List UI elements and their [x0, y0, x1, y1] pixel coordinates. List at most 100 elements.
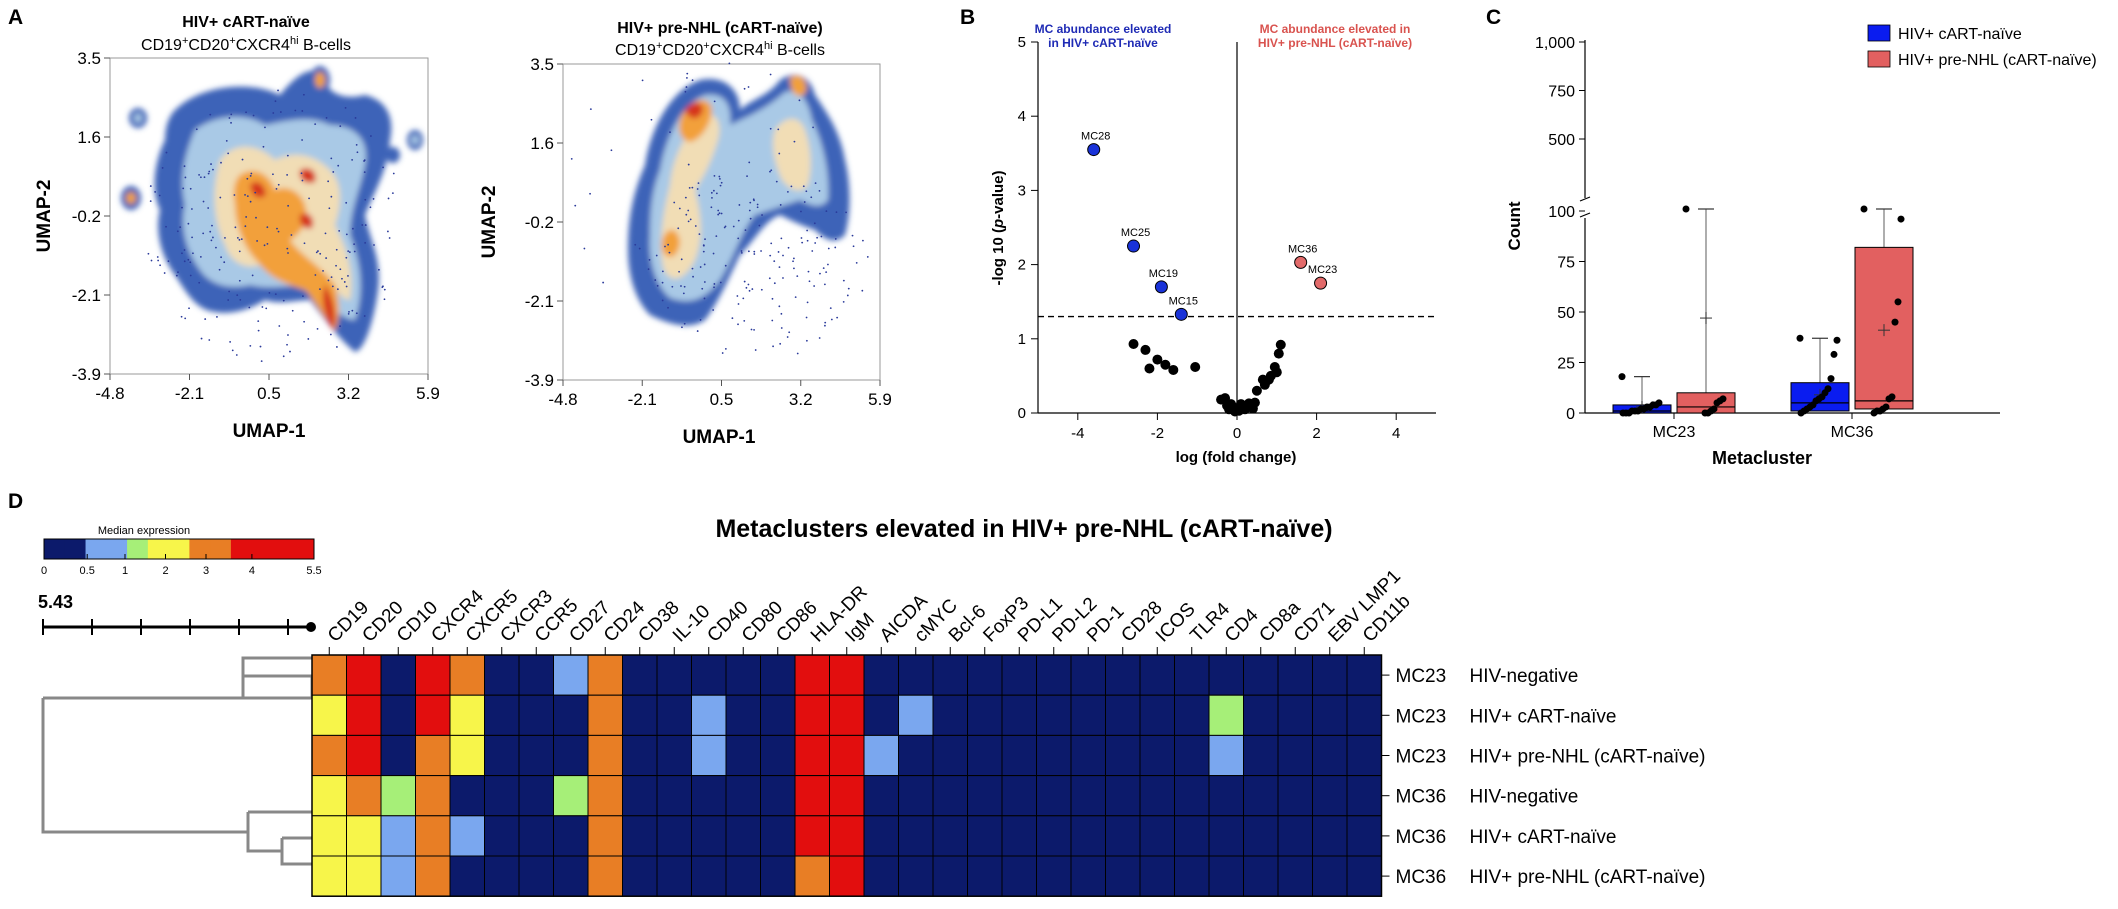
umap-outlier-dot: [352, 227, 354, 230]
umap-outlier-dot: [691, 186, 694, 189]
umap-outlier-dot: [786, 190, 789, 193]
umap-outlier-dot: [669, 131, 671, 134]
umap-outlier-dot: [851, 234, 854, 237]
heatmap-cell: [484, 815, 520, 857]
umap-outlier-dot: [348, 310, 350, 313]
umap-outlier-dot: [686, 77, 688, 79]
umap-outlier-dot: [361, 224, 364, 226]
volcano-xlabel: log (fold change): [1176, 449, 1297, 466]
umap-outlier-dot: [265, 307, 268, 310]
umap-outlier-dot: [792, 260, 794, 263]
heatmap-cell: [691, 775, 727, 817]
heatmap-row-cluster: MC36: [1396, 867, 1447, 888]
heatmap-cell: [898, 734, 934, 777]
heatmap-cell: [760, 815, 796, 857]
umap-outlier-dot: [746, 175, 748, 178]
volcano-labeled-point: [1314, 276, 1328, 290]
umap-outlier-dot: [842, 279, 845, 282]
volcano-point: [1263, 374, 1274, 385]
heatmap-row-group: HIV-negative: [1470, 787, 1579, 808]
umap-outlier-dot: [241, 158, 244, 161]
colorbar-segment: [168, 539, 190, 559]
colorbar-segment: [189, 539, 211, 559]
umap-outlier-dot: [806, 239, 809, 242]
umap-outlier-dot: [383, 298, 386, 301]
umap-outlier-dot: [780, 237, 783, 240]
umap2-subtitle: CD19+CD20+CXCR4hi B-cells: [615, 40, 825, 59]
heatmap-cell: [1346, 734, 1382, 777]
umap-outlier-dot: [793, 267, 795, 270]
umap-outlier-dot: [803, 201, 806, 203]
umap-outlier-dot: [182, 187, 185, 190]
heatmap-cell: [1243, 815, 1279, 857]
umap-outlier-dot: [761, 214, 763, 216]
heatmap-cell: [656, 654, 692, 696]
umap-outlier-dot: [753, 253, 756, 255]
heatmap-cell: [1070, 654, 1106, 696]
umap-outlier-dot: [715, 235, 718, 238]
umap-outlier-dot: [711, 196, 713, 199]
umap-outlier-dot: [842, 300, 845, 303]
volcano-point: [1239, 404, 1250, 415]
umap-outlier-dot: [719, 184, 722, 187]
umap-outlier-dot: [721, 352, 724, 354]
umap-outlier-dot: [272, 112, 275, 114]
umap-outlier-dot: [198, 281, 201, 284]
umap-outlier-dot: [149, 200, 152, 203]
box-point: [1894, 298, 1902, 306]
umap-outlier-dot: [654, 279, 657, 281]
umap-outlier-dot: [290, 234, 293, 236]
box-y-tick-label: 1,000: [1535, 35, 1575, 52]
umap-outlier-dot: [233, 194, 236, 196]
umap-outlier-dot: [802, 185, 805, 188]
umap-outlier-dot: [808, 280, 811, 283]
umap-outlier-dot: [713, 100, 716, 103]
heatmap-cell: [691, 654, 727, 696]
heatmap-cell: [760, 734, 796, 777]
umap-outlier-dot: [782, 277, 784, 279]
umap1-outlier-dots: [147, 89, 395, 363]
umap-outlier-dot: [204, 318, 207, 320]
heatmap-row-group: HIV+ cART-naïve: [1470, 706, 1617, 727]
umap-outlier-dot: [208, 170, 211, 173]
umap-outlier-dot: [277, 183, 280, 186]
heatmap-title: Metaclusters elevated in HIV+ pre-NHL (c…: [715, 515, 1332, 543]
heatmap-cell: [1312, 694, 1348, 736]
umap-outlier-dot: [345, 233, 348, 236]
box-point: [1885, 395, 1893, 403]
umap-outlier-dot: [263, 244, 266, 247]
heatmap-cell: [484, 694, 520, 736]
heatmap-cell: [449, 775, 485, 817]
heatmap-cell: [449, 694, 485, 736]
heatmap-cell: [1277, 654, 1313, 696]
umap-outlier-dot: [330, 195, 333, 198]
umap-outlier-dot: [202, 232, 205, 235]
umap-outlier-dot: [796, 352, 799, 355]
umap-outlier-dot: [302, 93, 305, 96]
umap2-title: HIV+ pre-NHL (cART-naïve): [617, 20, 823, 37]
umap-cart-naive-plot: HIV+ cART-naïve CD19+CD20+CXCR4hi B-cell…: [34, 14, 440, 442]
umap-outlier-dot: [278, 325, 281, 327]
dendro-scale-dot: [306, 622, 316, 632]
volcano-y-tick-label: 0: [1018, 405, 1026, 422]
box-y-tick-label: 750: [1548, 84, 1575, 101]
colorbar: 0 0.5 1 2 3 4 5.5: [41, 538, 322, 577]
heatmap-cell: [1139, 775, 1175, 817]
heatmap-row-labels: MC23 HIV-negative MC23 HIV+ cART-naïve MC23 H…: [1381, 666, 1706, 888]
umap-outlier-dot: [773, 260, 776, 263]
umap-outlier-dot: [751, 288, 754, 290]
umap-outlier-dot: [736, 295, 739, 297]
umap-outlier-dot: [228, 290, 231, 293]
umap-outlier-dot: [383, 288, 386, 291]
umap-outlier-dot: [678, 270, 680, 273]
umap-outlier-dot: [391, 192, 394, 195]
colorbar-segment: [106, 539, 128, 559]
heatmap-cell: [898, 694, 934, 736]
umap-outlier-dot: [329, 333, 332, 336]
umap-outlier-dot: [330, 276, 333, 279]
umap-outlier-dot: [240, 238, 243, 240]
umap-outlier-dot: [749, 201, 752, 204]
heatmap-cell: [656, 694, 692, 736]
umap-outlier-dot: [339, 268, 342, 271]
umap-outlier-dot: [687, 209, 690, 212]
